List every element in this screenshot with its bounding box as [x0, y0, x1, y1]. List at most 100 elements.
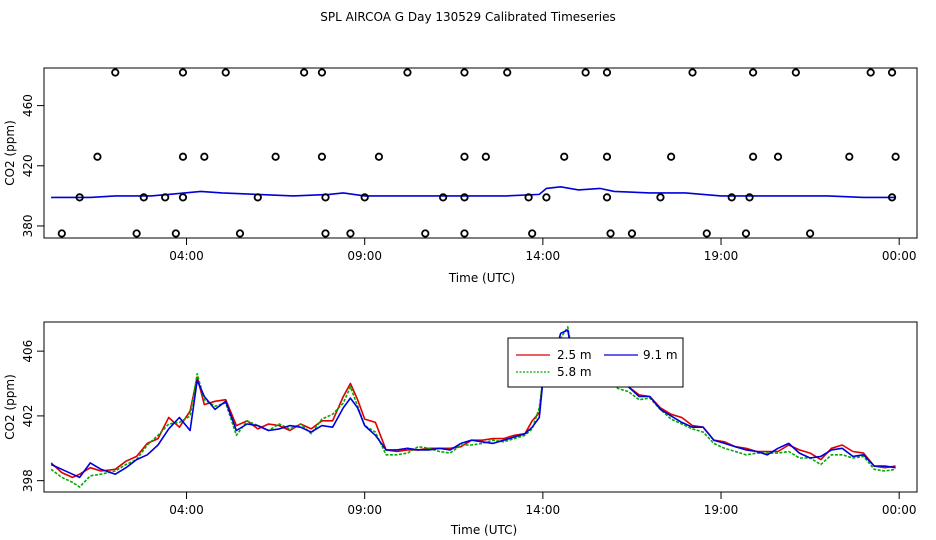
- top-point: [221, 68, 230, 77]
- top-point: [235, 229, 245, 238]
- top-point: [602, 68, 612, 77]
- x-tick-label: 00:00: [882, 503, 917, 517]
- bottom-x-axis: 04:00 09:00 14:00 19:00 00:00: [169, 491, 917, 517]
- top-point: [806, 229, 815, 238]
- top-point: [748, 68, 758, 77]
- x-tick-label: 19:00: [704, 503, 739, 517]
- top-point: [845, 152, 854, 161]
- y-tick-label: 406: [21, 340, 35, 363]
- series-line-2-5-m: [50, 342, 896, 479]
- top-point: [300, 68, 309, 77]
- top-plot-frame: [43, 67, 918, 239]
- top-point: [688, 68, 697, 77]
- series-line-9-1-m: [50, 329, 896, 479]
- top-point: [403, 68, 412, 77]
- top-point: [178, 152, 188, 161]
- top-point: [346, 229, 355, 238]
- top-point: [773, 152, 783, 161]
- top-point: [528, 229, 537, 238]
- y-tick-label: 402: [21, 404, 35, 427]
- top-point: [503, 68, 512, 77]
- bottom-series: [50, 326, 896, 488]
- bottom-panel: 04:00 09:00 14:00 19:00 00:00 398 402 406 Time…: [3, 321, 918, 537]
- top-point: [560, 152, 569, 161]
- top-y-axis: 380 420 460: [21, 94, 45, 238]
- bottom-y-axis: 398 402 406: [21, 340, 45, 492]
- top-point: [727, 193, 736, 202]
- top-point: [374, 152, 384, 161]
- top-point: [602, 152, 612, 161]
- top-point: [111, 68, 120, 77]
- top-points: [57, 68, 900, 238]
- top-point: [317, 68, 327, 77]
- top-point: [887, 193, 897, 202]
- y-tick-label: 398: [21, 469, 35, 492]
- x-tick-label: 09:00: [347, 503, 382, 517]
- top-point: [866, 68, 875, 77]
- bottom-x-axis-label: Time (UTC): [450, 523, 517, 537]
- top-point: [745, 193, 754, 202]
- top-x-axis: 04:00 09:00 14:00 19:00 00:00: [169, 237, 917, 263]
- top-point: [524, 193, 533, 202]
- x-tick-label: 14:00: [526, 503, 561, 517]
- top-point: [253, 193, 262, 202]
- top-point: [887, 68, 897, 77]
- top-series: [51, 185, 896, 199]
- top-point: [460, 152, 469, 161]
- top-point: [460, 68, 469, 77]
- top-point: [460, 193, 469, 202]
- top-x-axis-label: Time (UTC): [448, 271, 515, 285]
- top-point: [317, 152, 327, 161]
- top-point: [171, 229, 180, 238]
- top-point: [93, 152, 102, 161]
- top-point: [791, 68, 800, 77]
- y-tick-label: 420: [21, 154, 35, 177]
- top-point: [627, 229, 637, 238]
- top-point: [460, 229, 469, 238]
- legend-box: [507, 337, 684, 388]
- top-panel: 04:00 09:00 14:00 19:00 00:00 380 420 460 Time…: [3, 67, 918, 285]
- top-point: [702, 229, 711, 238]
- x-tick-label: 00:00: [882, 249, 917, 263]
- bottom-plot-frame: [43, 321, 918, 493]
- top-point: [360, 193, 369, 202]
- top-point: [200, 152, 209, 161]
- top-point: [741, 229, 751, 238]
- top-y-axis-label: CO2 (ppm): [3, 120, 17, 186]
- series-line-5-8-m: [50, 326, 896, 488]
- top-point: [321, 193, 330, 202]
- top-point: [321, 229, 330, 238]
- y-tick-label: 380: [21, 215, 35, 238]
- top-point: [656, 193, 665, 202]
- bottom-y-axis-label: CO2 (ppm): [3, 374, 17, 440]
- y-tick-label: 460: [21, 94, 35, 117]
- top-point: [438, 193, 448, 202]
- x-tick-label: 14:00: [526, 249, 561, 263]
- top-point: [132, 229, 141, 238]
- top-point: [748, 152, 758, 161]
- top-point: [606, 229, 615, 238]
- top-point: [542, 193, 551, 202]
- legend-label-5-8m: 5.8 m: [557, 365, 592, 379]
- top-point: [75, 193, 84, 202]
- x-tick-label: 09:00: [347, 249, 382, 263]
- legend-label-9-1m: 9.1 m: [643, 348, 678, 362]
- top-point: [481, 152, 490, 161]
- chart-title: SPL AIRCOA G Day 130529 Calibrated Times…: [320, 10, 615, 24]
- top-point: [421, 229, 430, 238]
- top-series-line: [51, 185, 896, 199]
- x-tick-label: 19:00: [704, 249, 739, 263]
- top-point: [161, 193, 170, 202]
- top-point: [178, 193, 188, 202]
- top-point: [139, 193, 148, 202]
- x-tick-label: 04:00: [169, 249, 204, 263]
- top-point: [667, 152, 676, 161]
- legend-label-2-5m: 2.5 m: [557, 348, 592, 362]
- top-point: [891, 152, 900, 161]
- top-point: [178, 68, 188, 77]
- x-tick-label: 04:00: [169, 503, 204, 517]
- legend: 2.5 m 5.8 m 9.1 m: [507, 337, 684, 388]
- top-point: [602, 193, 612, 202]
- top-point: [581, 68, 590, 77]
